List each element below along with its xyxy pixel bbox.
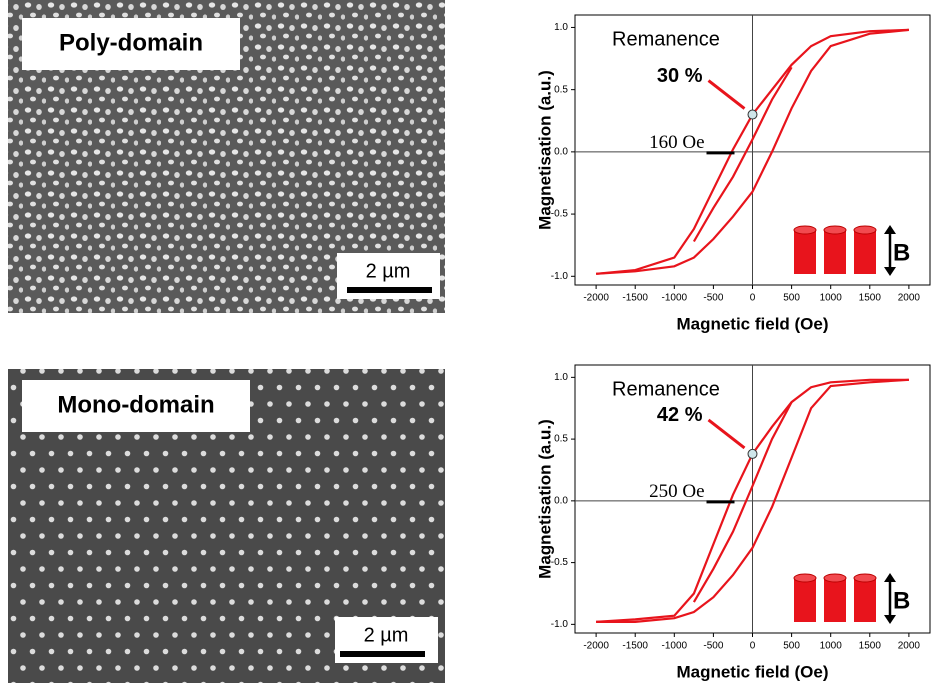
x-tick-label: -1000 xyxy=(662,641,688,652)
annotation: Remanence xyxy=(612,28,720,50)
x-axis-label: Magnetic field (Oe) xyxy=(676,662,828,681)
scale-bar xyxy=(347,287,432,293)
x-tick-label: 1000 xyxy=(820,293,843,304)
x-tick-label: 0 xyxy=(750,293,756,304)
annotation: B xyxy=(893,239,910,266)
sem-image: Mono-domain 2 µm xyxy=(8,369,445,683)
pointer xyxy=(709,420,745,448)
cylinder-top xyxy=(824,574,846,582)
cylinder-top xyxy=(794,226,816,234)
x-tick-label: -1500 xyxy=(622,293,648,304)
cylinder-top xyxy=(794,574,816,582)
remanence-point xyxy=(748,449,757,458)
y-tick-label: 0.0 xyxy=(554,147,568,158)
x-tick-label: -1500 xyxy=(622,641,648,652)
cylinder xyxy=(824,230,846,274)
y-tick-label: 0.5 xyxy=(554,434,568,445)
panel-label: Poly-domain xyxy=(59,29,203,56)
scale-bar-label: 2 µm xyxy=(366,260,411,282)
x-tick-label: -2000 xyxy=(583,641,609,652)
x-tick-label: 1500 xyxy=(859,293,882,304)
panel-label: Mono-domain xyxy=(57,391,214,418)
annotation: 250 Oe xyxy=(649,481,704,502)
x-tick-label: 500 xyxy=(783,293,800,304)
x-tick-label: 0 xyxy=(750,641,756,652)
y-tick-label: -1.0 xyxy=(551,271,569,282)
annotation: 30 % xyxy=(657,65,703,87)
figure: Poly-domain 2 µm Mono-domain 2 µm -2000 -… xyxy=(0,0,935,688)
cylinder-top xyxy=(854,226,876,234)
x-tick-label: 2000 xyxy=(898,641,921,652)
scale-bar xyxy=(340,651,425,657)
cylinder xyxy=(854,578,876,622)
x-axis-label: Magnetic field (Oe) xyxy=(676,314,828,333)
x-tick-label: -1000 xyxy=(662,293,688,304)
y-tick-label: 0.5 xyxy=(554,84,568,95)
y-tick-label: 1.0 xyxy=(554,372,568,383)
cylinder xyxy=(824,578,846,622)
cylinder xyxy=(794,578,816,622)
cylinder-top xyxy=(824,226,846,234)
x-tick-label: -2000 xyxy=(583,293,609,304)
cylinder-top xyxy=(854,574,876,582)
y-axis-label: Magnetisation (a.u.) xyxy=(535,419,554,579)
scale-bar-label: 2 µm xyxy=(364,624,409,646)
remanence-point xyxy=(748,110,757,119)
annotation: 42 % xyxy=(657,404,703,426)
loop-branch xyxy=(694,67,792,241)
x-tick-label: -500 xyxy=(703,293,723,304)
y-tick-label: 1.0 xyxy=(554,22,568,33)
y-axis-label: Magnetisation (a.u.) xyxy=(535,70,554,230)
pointer xyxy=(709,81,745,109)
y-tick-label: 0.0 xyxy=(554,495,568,506)
x-tick-label: -500 xyxy=(703,641,723,652)
x-tick-label: 1000 xyxy=(820,641,843,652)
cylinder xyxy=(854,230,876,274)
y-tick-label: -1.0 xyxy=(551,619,569,630)
x-tick-label: 1500 xyxy=(859,641,882,652)
x-tick-label: 500 xyxy=(783,641,800,652)
annotation: 160 Oe xyxy=(649,132,704,153)
annotation: Remanence xyxy=(612,378,720,400)
cylinder xyxy=(794,230,816,274)
x-tick-label: 2000 xyxy=(898,293,921,304)
annotation: B xyxy=(893,587,910,614)
sem-image: Poly-domain 2 µm xyxy=(8,0,445,313)
